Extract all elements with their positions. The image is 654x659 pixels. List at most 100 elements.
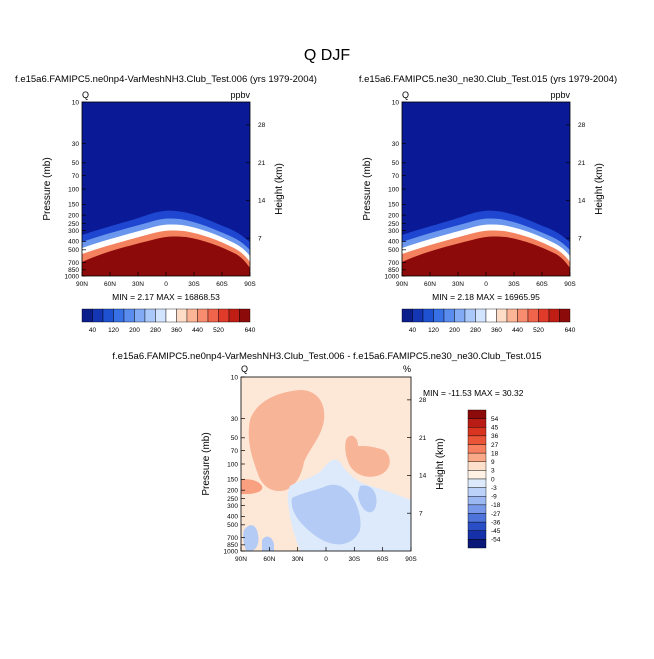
y-right-tick-label: 21 [258, 160, 266, 167]
colorbar-box [467, 513, 487, 523]
y-right-tick-label: 28 [578, 122, 586, 129]
x-tick-label: 30N [132, 281, 144, 288]
contour-fill [82, 102, 250, 276]
y-tick-label: 100 [68, 186, 79, 193]
y-tick-label: 200 [388, 212, 399, 219]
y-tick-label: 300 [388, 228, 399, 235]
colorbar-label: 27 [491, 442, 499, 449]
y-tick-label: 1000 [65, 273, 80, 280]
colorbar-label: 360 [491, 327, 502, 334]
y-right-tick-label: 7 [578, 236, 582, 243]
colorbar-box [113, 308, 125, 323]
right-string: % [403, 364, 411, 374]
panel-title: f.e15a6.FAMIPC5.ne0np4-VarMeshNH3.Club_T… [15, 74, 317, 85]
x-tick-label: 90S [244, 281, 256, 288]
colorbar-label: -18 [491, 502, 501, 509]
colorbar-label: 36 [491, 433, 499, 440]
y-tick-label: 10 [231, 374, 239, 381]
colorbar-box [186, 308, 198, 323]
y-tick-label: 100 [388, 186, 399, 193]
left-string: Q [82, 90, 89, 100]
colorbar-label: 640 [565, 327, 576, 334]
colorbar-box [176, 308, 188, 323]
colorbar-label: -27 [491, 511, 501, 518]
left-string: Q [241, 364, 248, 374]
colorbar-box [467, 418, 487, 428]
colorbar-label: 40 [89, 327, 97, 334]
colorbar-box [467, 435, 487, 445]
colorbar-label: -36 [491, 519, 501, 526]
colorbar-label: 440 [192, 327, 203, 334]
x-tick-label: 60S [216, 281, 228, 288]
ylabel-left-difference: Pressure (mb) [201, 432, 212, 495]
y-tick-label: 1000 [385, 273, 400, 280]
y-tick-label: 1000 [224, 548, 239, 555]
colorbar-label: 120 [108, 327, 119, 334]
y-tick-label: 400 [388, 239, 399, 246]
colorbar-label: 280 [150, 327, 161, 334]
y-tick-label: 250 [388, 221, 399, 228]
colorbar-box [467, 444, 487, 454]
ylabel-right-top-left: Height (km) [274, 163, 285, 215]
contour-fill [402, 102, 570, 276]
x-tick-label: 90N [76, 281, 88, 288]
colorbar-box [467, 461, 487, 471]
y-tick-label: 850 [388, 267, 399, 274]
colorbar-box [144, 308, 156, 323]
stats-label-top-left: MIN = 2.17 MAX = 16868.53 [112, 292, 220, 302]
colorbar-box [538, 308, 550, 323]
y-tick-label: 250 [68, 221, 79, 228]
y-tick-label: 30 [231, 416, 239, 423]
colorbar-box [506, 308, 518, 323]
colorbar-box [422, 308, 434, 323]
y-tick-label: 400 [68, 239, 79, 246]
colorbar-box [548, 308, 560, 323]
y-tick-label: 250 [227, 496, 238, 503]
colorbar-box [81, 308, 93, 323]
colorbar-box [464, 308, 476, 323]
y-tick-label: 850 [68, 267, 79, 274]
colorbar-box [475, 308, 487, 323]
y-right-tick-label: 14 [578, 198, 586, 205]
colorbar-box [239, 308, 251, 323]
y-right-tick-label: 21 [578, 160, 586, 167]
x-tick-label: 90S [405, 556, 417, 563]
panel-top-right: f.e15a6.FAMIPC5.ne30_ne30.Club_Test.015 … [359, 74, 617, 277]
contour-fill [241, 377, 411, 551]
colorbar-label: 18 [491, 450, 499, 457]
x-tick-label: 0 [484, 281, 488, 288]
colorbar-box [165, 308, 177, 323]
colorbar-box [467, 470, 487, 480]
panel-title: f.e15a6.FAMIPC5.ne30_ne30.Club_Test.015 … [359, 74, 617, 85]
colorbar-label: 120 [428, 327, 439, 334]
colorbar-box [467, 452, 487, 462]
y-tick-label: 300 [68, 228, 79, 235]
y-right-tick-label: 14 [258, 198, 266, 205]
x-tick-label: 60S [377, 556, 389, 563]
x-tick-label: 90N [235, 556, 247, 563]
y-right-tick-label: 7 [419, 511, 423, 518]
x-tick-label: 0 [324, 556, 328, 563]
colorbar-box [401, 308, 413, 323]
panel-difference: f.e15a6.FAMIPC5.ne0np4-VarMeshNH3.Club_T… [112, 351, 542, 552]
y-tick-label: 70 [392, 173, 400, 180]
colorbar-label: 360 [171, 327, 182, 334]
colorbar-label: 280 [470, 327, 481, 334]
x-tick-label: 30S [508, 281, 520, 288]
x-tick-label: 60N [263, 556, 275, 563]
colorbar-box [467, 530, 487, 540]
colorbar-label: 45 [491, 425, 499, 432]
x-tick-label: 30S [188, 281, 200, 288]
y-tick-label: 700 [68, 260, 79, 267]
colorbar-box [467, 504, 487, 514]
main-title: Q DJF [304, 47, 350, 64]
colorbar-box [433, 308, 445, 323]
colorbar-label: 3 [491, 468, 495, 475]
y-tick-label: 500 [68, 247, 79, 254]
ylabel-right-top-right: Height (km) [594, 163, 605, 215]
colorbar-label: 200 [129, 327, 140, 334]
colorbar-label: 0 [491, 476, 495, 483]
colorbar-label: -9 [491, 494, 497, 501]
colorbar-box [485, 308, 497, 323]
